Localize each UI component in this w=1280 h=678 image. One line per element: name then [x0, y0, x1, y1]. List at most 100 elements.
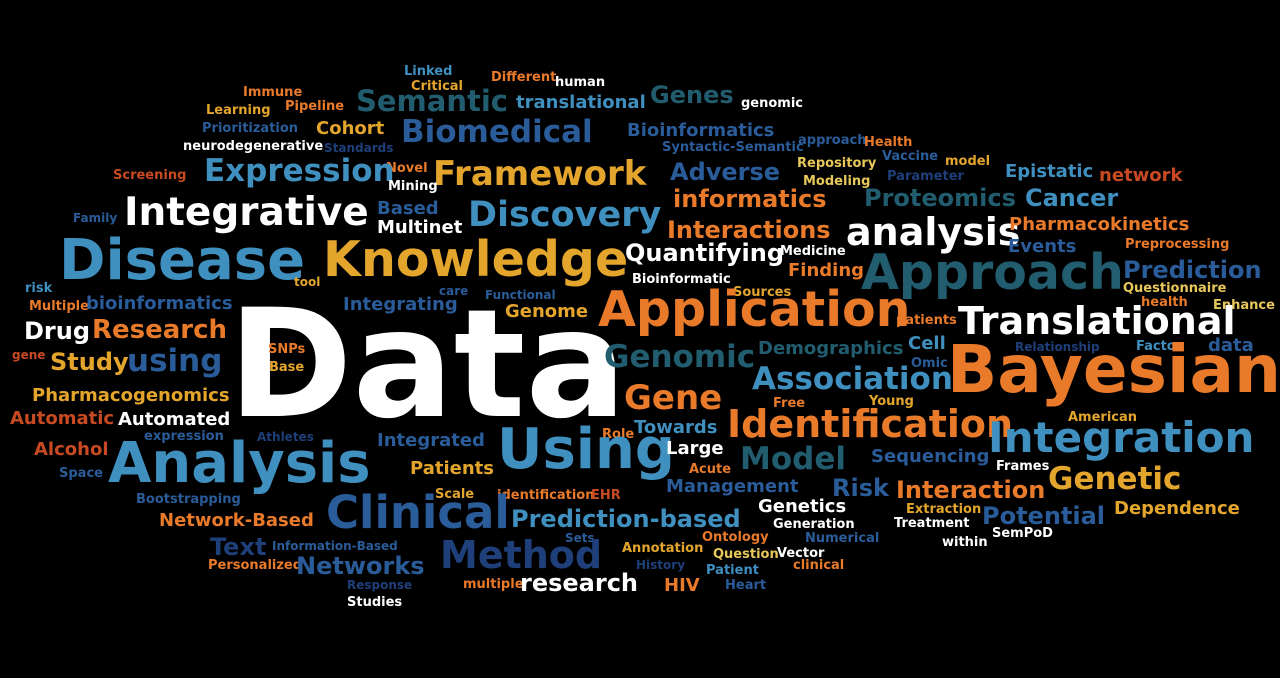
word-clinical-small: clinical [793, 558, 845, 573]
word-information-based: Information-Based [272, 539, 398, 553]
word-potential: Potential [982, 502, 1106, 530]
word-heart: Heart [725, 578, 767, 593]
word-automated: Automated [118, 409, 231, 430]
word-towards: Towards [634, 417, 718, 438]
word-approach-small: approach [798, 133, 867, 148]
word-expression-small: expression [144, 429, 224, 444]
word-sempod: SemPoD [992, 526, 1053, 541]
word-dependence: Dependence [1114, 498, 1240, 519]
word-bioinformatic: Bioinformatic [632, 272, 731, 287]
word-medicine: Medicine [780, 244, 846, 259]
word-translational: Translational [958, 299, 1236, 343]
word-mining: Mining [388, 179, 438, 194]
word-research: Research [92, 315, 228, 345]
word-application: Application [598, 281, 911, 338]
word-free: Free [773, 396, 806, 411]
word-integrating: Integrating [343, 294, 458, 315]
word-treatment: Treatment [894, 516, 970, 531]
word-ontology: Ontology [702, 530, 769, 545]
word-networks: Networks [296, 552, 425, 580]
word-knowledge: Knowledge [323, 231, 629, 288]
word-risk: Risk [832, 474, 889, 502]
word-method: Method [440, 533, 603, 577]
word-factor: Factor [1136, 339, 1183, 354]
word-interactions: Interactions [667, 216, 831, 244]
word-preprocessing: Preprocessing [1125, 237, 1230, 252]
word-hiv: HIV [664, 575, 700, 596]
word-identification: Identification [727, 402, 1014, 446]
word-approach: Approach [861, 244, 1124, 301]
word-patients: Patients [410, 458, 494, 479]
word-genome: Genome [505, 301, 589, 322]
word-pharmacokinetics: Pharmacokinetics [1009, 214, 1190, 235]
word-genes: Genes [650, 81, 734, 109]
word-large: Large [666, 438, 724, 459]
word-pipeline: Pipeline [285, 99, 345, 114]
word-multiple-small: multiple [463, 577, 524, 592]
word-pharmacogenomics: Pharmacogenomics [32, 385, 230, 406]
word-genomic: Genomic [604, 339, 756, 375]
word-interaction: Interaction [896, 476, 1046, 504]
word-epistatic: Epistatic [1005, 161, 1094, 182]
word-adverse: Adverse [670, 158, 781, 186]
word-screening: Screening [113, 168, 187, 183]
word-snps: SNPs [268, 342, 306, 357]
word-data: Data [228, 278, 627, 452]
word-study: Study [50, 348, 129, 376]
word-relationship: Relationship [1015, 340, 1100, 354]
word-proteomics: Proteomics [864, 184, 1016, 212]
word-care: care [439, 284, 469, 298]
word-young: Young [869, 394, 914, 409]
word-disease: Disease [59, 228, 306, 293]
word-questionnaire: Questionnaire [1123, 281, 1227, 296]
word-management: Management [666, 476, 799, 497]
word-patients-small: patients [896, 313, 957, 328]
word-generation: Generation [773, 517, 855, 532]
word-network-based: Network-Based [159, 510, 314, 531]
word-athletes: Athletes [257, 430, 314, 444]
word-vaccine: Vaccine [882, 149, 939, 164]
word-integrative: Integrative [124, 190, 369, 235]
word-studies: Studies [347, 595, 403, 610]
word-cohort: Cohort [316, 118, 385, 139]
word-finding: Finding [788, 260, 865, 281]
word-modeling: Modeling [803, 174, 871, 189]
word-events: Events [1008, 236, 1077, 257]
word-american: American [1068, 410, 1138, 425]
word-within: within [942, 535, 988, 550]
word-role: Role [602, 427, 635, 442]
word-based: Based [377, 198, 439, 219]
word-demographics: Demographics [758, 338, 904, 359]
word-using: Using [497, 417, 675, 482]
word-analysis-small: analysis [846, 210, 1021, 254]
word-clinical: Clinical [326, 486, 510, 539]
word-prediction: Prediction [1123, 256, 1262, 284]
word-genetics: Genetics [758, 496, 847, 517]
word-association: Association [752, 361, 953, 397]
word-novel: Novel [386, 161, 428, 176]
word-enhance: Enhance [1213, 298, 1275, 313]
word-bayesian: Bayesian [947, 331, 1280, 408]
word-critical: Critical [411, 79, 464, 94]
word-gene-small: gene [12, 348, 46, 362]
word-translational-small: translational [516, 92, 646, 113]
word-quantifying: Quantifying [625, 239, 785, 267]
word-numerical: Numerical [805, 531, 880, 546]
word-syntactic-semantic: Syntactic-Semantic [662, 140, 804, 155]
word-sources: Sources [733, 285, 792, 300]
word-ehr: EHR [591, 488, 621, 503]
word-personalized: Personalized [208, 558, 303, 573]
word-multinet: Multinet [377, 217, 463, 238]
word-model-small: model [945, 154, 991, 169]
word-sets: Sets [565, 531, 595, 545]
word-response: Response [347, 578, 413, 592]
word-repository: Repository [797, 156, 877, 171]
word-gene: Gene [624, 378, 723, 418]
word-using-small: using [127, 343, 223, 379]
word-patient: Patient [706, 563, 759, 578]
word-space: Space [59, 466, 103, 481]
word-human: human [555, 75, 606, 90]
word-health: Health [864, 135, 913, 150]
word-drug: Drug [24, 317, 91, 345]
